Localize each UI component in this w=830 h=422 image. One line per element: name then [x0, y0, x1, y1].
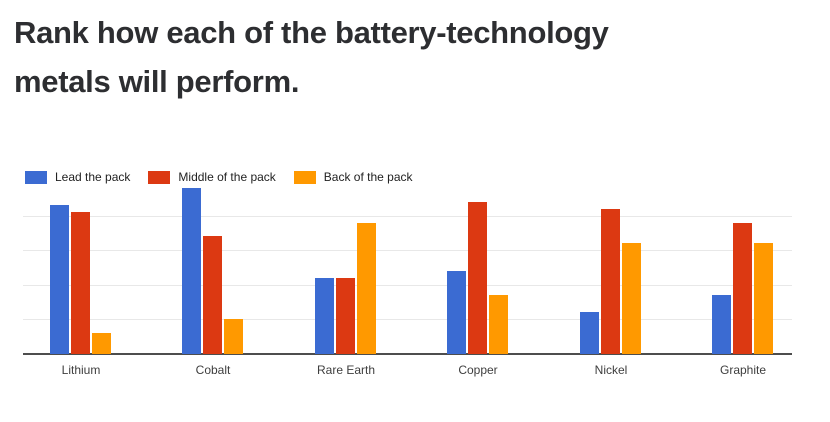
bar-cobalt-middle-of-the-pack[interactable] — [203, 236, 222, 354]
bar-nickel-middle-of-the-pack[interactable] — [601, 208, 620, 354]
bar-group-lithium — [50, 181, 111, 354]
page-title-line2: metals will perform. — [14, 64, 300, 99]
bar-graphite-lead-the-pack[interactable] — [712, 295, 731, 354]
legend-item-middle-of-the-pack: Middle of the pack — [148, 170, 276, 184]
bar-cobalt-back-of-the-pack[interactable] — [224, 319, 243, 354]
legend-swatch-middle-of-the-pack — [148, 170, 171, 184]
x-axis-label-copper: Copper — [458, 363, 498, 377]
bar-copper-back-of-the-pack[interactable] — [489, 295, 508, 354]
legend-swatch-lead-the-pack — [25, 170, 47, 184]
bar-rare-earth-middle-of-the-pack[interactable] — [336, 277, 355, 354]
bar-lithium-lead-the-pack[interactable] — [50, 205, 69, 354]
legend-item-back-of-the-pack: Back of the pack — [293, 170, 413, 184]
bar-cobalt-lead-the-pack[interactable] — [182, 187, 201, 354]
plot-area: Lithium Cobalt Rare Earth Copper Nickel Graph… — [23, 181, 792, 377]
bar-group-copper — [447, 181, 508, 354]
legend-label-middle-of-the-pack: Middle of the pack — [178, 170, 276, 184]
x-axis-label-nickel: Nickel — [594, 363, 628, 377]
legend: Lead the pack Middle of the pack Back of… — [25, 170, 413, 184]
bar-copper-lead-the-pack[interactable] — [447, 270, 466, 354]
legend-swatch-back-of-the-pack — [293, 170, 316, 184]
gridline — [23, 215, 792, 217]
bar-graphite-middle-of-the-pack[interactable] — [733, 222, 752, 354]
gridline — [23, 319, 792, 321]
legend-item-lead-the-pack: Lead the pack — [25, 170, 130, 184]
bar-rare-earth-lead-the-pack[interactable] — [315, 277, 334, 354]
bar-copper-middle-of-the-pack[interactable] — [468, 201, 487, 354]
bar-graphite-back-of-the-pack[interactable] — [754, 243, 773, 354]
x-axis-baseline — [23, 353, 792, 355]
x-axis-label-lithium: Lithium — [61, 363, 101, 377]
x-axis-label-cobalt: Cobalt — [195, 363, 231, 377]
x-axis-label-graphite: Graphite — [719, 363, 767, 377]
bar-group-rare-earth — [315, 181, 376, 354]
gridline — [23, 284, 792, 286]
x-axis-label-rare-earth: Rare Earth — [316, 363, 376, 377]
bar-group-graphite — [712, 181, 773, 354]
bar-rare-earth-back-of-the-pack[interactable] — [357, 222, 376, 354]
bar-group-cobalt — [182, 181, 243, 354]
page-title: Rank how each of the battery-technology … — [14, 8, 609, 106]
bar-nickel-back-of-the-pack[interactable] — [622, 243, 641, 354]
bar-lithium-middle-of-the-pack[interactable] — [71, 212, 90, 354]
gridline — [23, 250, 792, 252]
bar-nickel-lead-the-pack[interactable] — [580, 312, 599, 354]
legend-label-lead-the-pack: Lead the pack — [55, 170, 131, 184]
legend-label-back-of-the-pack: Back of the pack — [323, 170, 413, 184]
bar-group-nickel — [580, 181, 641, 354]
bar-lithium-back-of-the-pack[interactable] — [92, 333, 111, 354]
page-title-line1: Rank how each of the battery-technology — [14, 15, 609, 50]
